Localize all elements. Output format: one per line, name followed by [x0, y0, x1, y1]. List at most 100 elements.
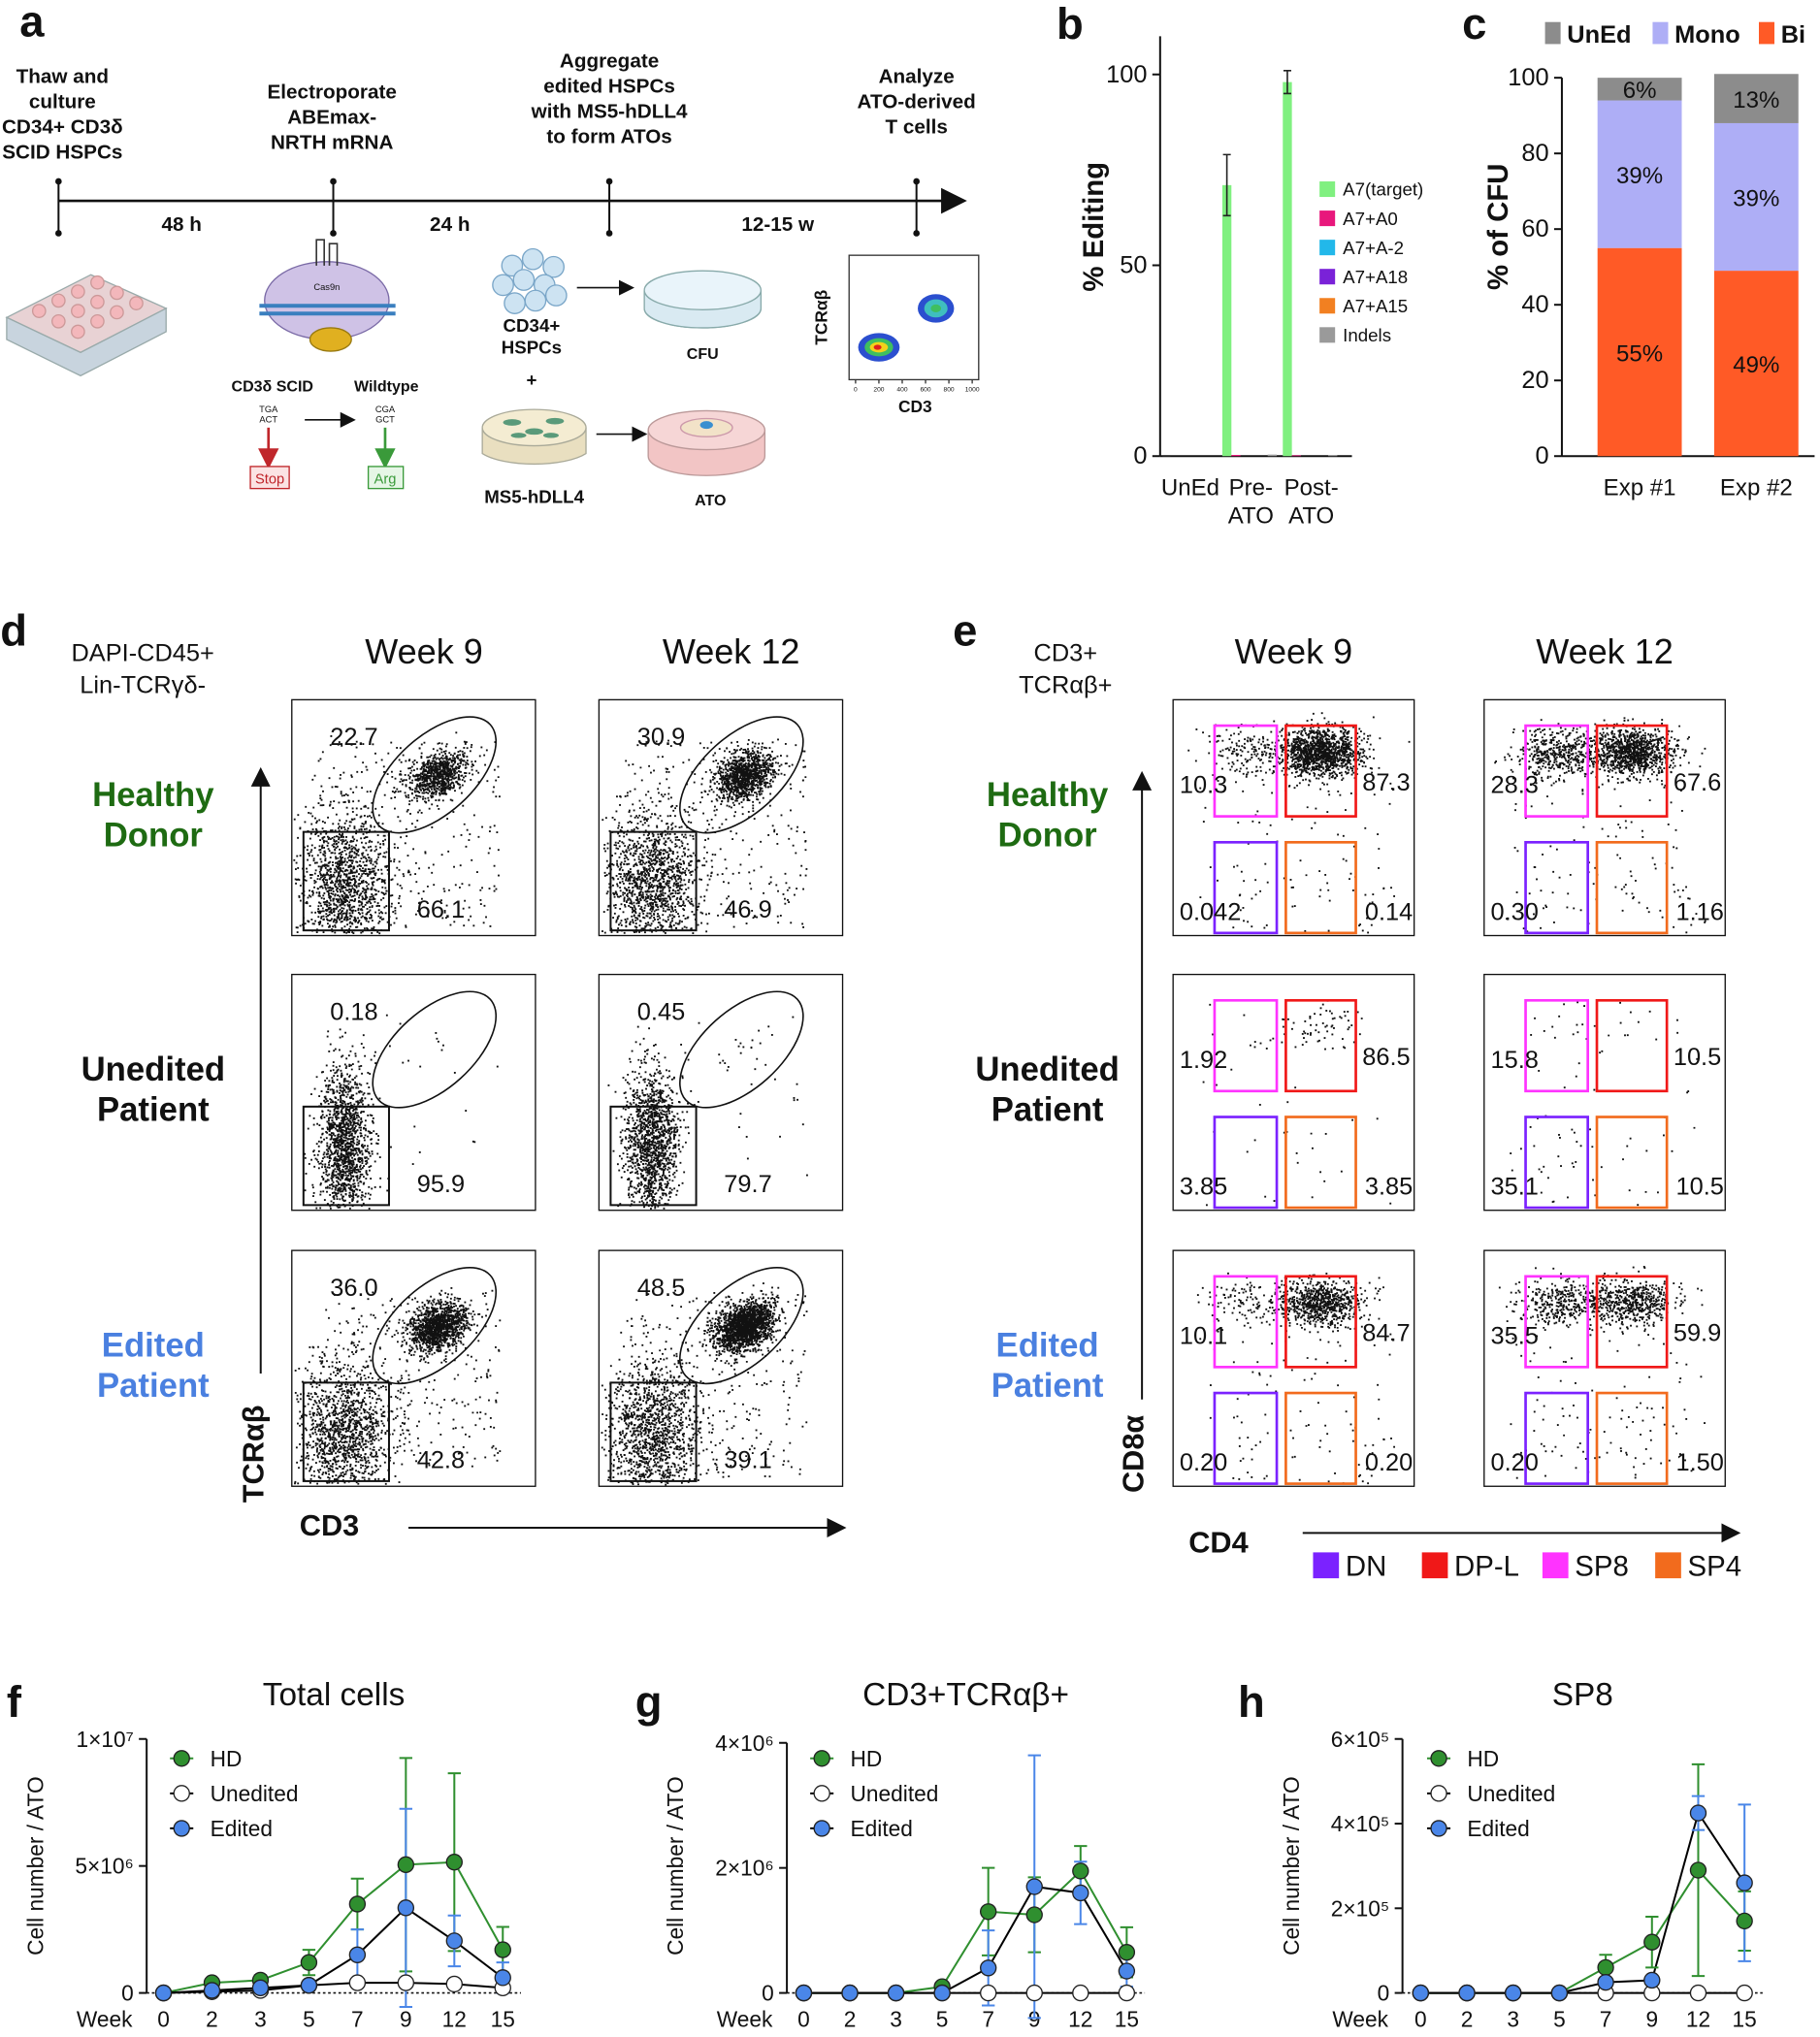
gate-value: 1.16	[1676, 898, 1724, 925]
step-label: Electroporate ABEmax-NRTH mRNA	[268, 81, 397, 154]
gate	[1284, 840, 1357, 935]
value-label: 39%	[1616, 163, 1663, 189]
bar-segment	[1713, 122, 1799, 272]
legend-label: Edited	[1467, 1816, 1529, 1841]
row-label: Healthy Donor	[92, 777, 214, 854]
x-tick-label: 3	[254, 2006, 267, 2031]
gate-value: 35.5	[1490, 1322, 1538, 1349]
gate-value: 36.0	[330, 1275, 377, 1302]
gate-value: 1.92	[1180, 1047, 1227, 1074]
stroma-label: MS5-hDLL4	[484, 486, 584, 506]
x-axis-label: CD4	[1188, 1525, 1248, 1559]
interval-label: 12-15 w	[741, 213, 815, 236]
data-point	[1643, 1933, 1661, 1951]
stroma-dish	[481, 408, 587, 466]
gate-value: 0.30	[1490, 898, 1538, 925]
gate	[1213, 1391, 1279, 1485]
data-point	[154, 1984, 173, 2002]
y-tick-label: 6×10⁵	[1331, 1727, 1390, 1752]
plus: +	[526, 370, 536, 390]
gate	[609, 830, 698, 932]
data-point	[348, 1974, 367, 1991]
y-tick-label: 100	[1508, 64, 1548, 91]
bar	[1283, 81, 1292, 457]
legend-marker	[173, 1785, 190, 1802]
row-label: Unedited Patient	[975, 1051, 1120, 1128]
gate-value: 10.1	[1180, 1322, 1227, 1349]
legend-swatch	[1319, 269, 1336, 285]
flow-plot: 30.9 46.9	[598, 698, 844, 937]
x-tick-label: 7	[351, 2006, 364, 2031]
gate	[679, 716, 804, 834]
y-tick-label: 50	[1120, 252, 1147, 279]
legend-label: Unedited	[1467, 1781, 1555, 1806]
legend-label: Unedited	[851, 1781, 939, 1806]
ato-dish	[647, 409, 766, 476]
mini-tick-label: 800	[944, 386, 955, 393]
gate	[1284, 1275, 1357, 1369]
legend-label: A7+A-2	[1343, 238, 1404, 258]
flow-plot: 22.7 66.1	[291, 698, 536, 937]
data-point	[1505, 1984, 1522, 2002]
column-header: Week 9	[365, 631, 483, 671]
gate	[1524, 724, 1589, 818]
data-point	[795, 1984, 813, 2002]
data-point	[1689, 1861, 1707, 1879]
data-point	[980, 1959, 997, 1977]
x-tick-label: Post-ATO	[1284, 474, 1339, 529]
legend-label: DN	[1346, 1550, 1386, 1582]
legend-label: HD	[211, 1746, 243, 1771]
data-point	[1689, 1804, 1707, 1822]
legend-label: DP-L	[1454, 1550, 1519, 1582]
data-point	[1025, 1906, 1043, 1924]
gate	[1284, 1391, 1357, 1485]
gate-value: 15.8	[1490, 1047, 1538, 1074]
data-point	[841, 1984, 859, 2002]
panel-label: e	[953, 605, 977, 655]
error-bar	[1283, 70, 1291, 95]
plot-frame	[598, 973, 844, 1212]
series-line	[163, 1860, 504, 1994]
y-axis-label: CD8α	[1116, 1415, 1150, 1493]
gate	[1213, 1116, 1279, 1210]
gate	[302, 830, 390, 932]
legend-swatch	[1319, 210, 1336, 227]
row-label: Unedited Patient	[81, 1051, 226, 1128]
event-dots	[1187, 712, 1411, 934]
panel-label: b	[1056, 0, 1084, 48]
gate-value: 3.85	[1365, 1174, 1413, 1201]
codon: CGA GCT	[375, 404, 396, 425]
legend-label: HD	[851, 1746, 883, 1771]
gate	[1213, 1275, 1279, 1369]
gate-value: 42.8	[417, 1447, 465, 1474]
arg-label: Arg	[374, 471, 397, 487]
gate	[1213, 998, 1279, 1093]
chart-title: CD3+TCRαβ+	[862, 1677, 1069, 1713]
data-point	[1458, 1984, 1476, 2002]
data-point	[1689, 1984, 1707, 2002]
gate	[1595, 840, 1669, 935]
data-point	[980, 1984, 997, 2002]
series-line	[1420, 1868, 1745, 1994]
y-tick-label: 4×10⁵	[1331, 1811, 1390, 1836]
data-point	[397, 1899, 415, 1917]
panel-label: a	[19, 0, 45, 46]
x-tick-label: 5	[303, 2006, 315, 2031]
cas9-complex	[259, 239, 396, 352]
legend-swatch	[1319, 181, 1336, 198]
legend-marker	[173, 1820, 190, 1837]
data-point	[980, 1903, 997, 1921]
flow-plot: 36.0 42.8	[291, 1249, 536, 1487]
mini-x-label: CD3	[898, 397, 932, 416]
legend-label: Indels	[1343, 325, 1391, 345]
x-tick-label: 15	[1115, 2006, 1139, 2031]
x-tick-label: 2	[844, 2006, 857, 2031]
flow-plot: 0.45 79.7	[598, 973, 844, 1212]
data-point	[1597, 1958, 1614, 1977]
x-tick-label: 2	[1461, 2006, 1474, 2031]
y-tick-label: 40	[1521, 291, 1548, 318]
y-tick-label: 100	[1106, 61, 1147, 88]
flow-plot: 15.8 10.5 35.1 10.5	[1483, 973, 1726, 1212]
gate-value: 1.50	[1676, 1449, 1724, 1476]
